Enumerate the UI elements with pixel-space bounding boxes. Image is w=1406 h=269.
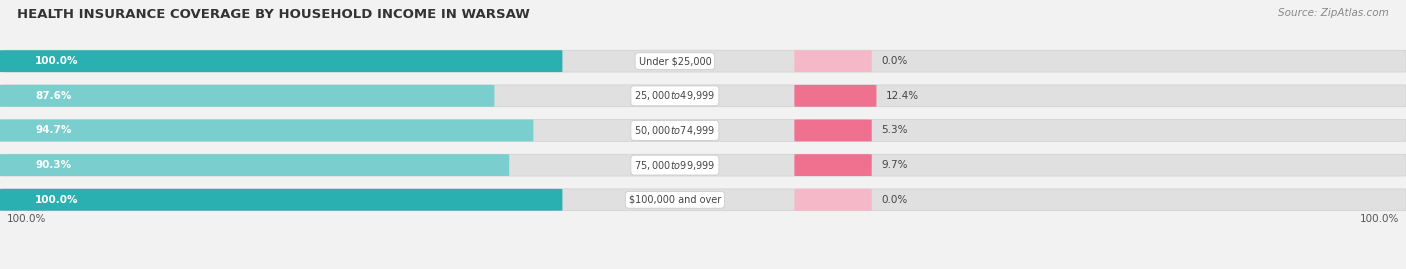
Text: 5.3%: 5.3% <box>882 125 908 136</box>
Text: $25,000 to $49,999: $25,000 to $49,999 <box>634 89 716 102</box>
FancyBboxPatch shape <box>794 85 876 107</box>
Text: $75,000 to $99,999: $75,000 to $99,999 <box>634 159 716 172</box>
FancyBboxPatch shape <box>0 119 1406 141</box>
Text: 94.7%: 94.7% <box>35 125 72 136</box>
Text: 0.0%: 0.0% <box>882 56 908 66</box>
FancyBboxPatch shape <box>794 50 872 72</box>
FancyBboxPatch shape <box>0 85 1406 107</box>
FancyBboxPatch shape <box>794 189 872 211</box>
FancyBboxPatch shape <box>0 189 562 211</box>
Text: 100.0%: 100.0% <box>1360 214 1399 224</box>
FancyBboxPatch shape <box>0 50 1406 72</box>
FancyBboxPatch shape <box>0 119 533 141</box>
FancyBboxPatch shape <box>0 85 495 107</box>
Text: 100.0%: 100.0% <box>35 195 79 205</box>
Text: HEALTH INSURANCE COVERAGE BY HOUSEHOLD INCOME IN WARSAW: HEALTH INSURANCE COVERAGE BY HOUSEHOLD I… <box>17 8 530 21</box>
Text: 12.4%: 12.4% <box>886 91 920 101</box>
Text: 0.0%: 0.0% <box>882 195 908 205</box>
Text: Source: ZipAtlas.com: Source: ZipAtlas.com <box>1278 8 1389 18</box>
Text: Under $25,000: Under $25,000 <box>638 56 711 66</box>
FancyBboxPatch shape <box>0 154 509 176</box>
FancyBboxPatch shape <box>794 119 872 141</box>
Text: 90.3%: 90.3% <box>35 160 72 170</box>
Text: 100.0%: 100.0% <box>7 214 46 224</box>
FancyBboxPatch shape <box>794 154 872 176</box>
FancyBboxPatch shape <box>0 50 562 72</box>
FancyBboxPatch shape <box>0 154 1406 176</box>
Text: 9.7%: 9.7% <box>882 160 908 170</box>
Text: $100,000 and over: $100,000 and over <box>628 195 721 205</box>
Text: 87.6%: 87.6% <box>35 91 72 101</box>
Text: 100.0%: 100.0% <box>35 56 79 66</box>
Text: $50,000 to $74,999: $50,000 to $74,999 <box>634 124 716 137</box>
FancyBboxPatch shape <box>0 189 1406 211</box>
